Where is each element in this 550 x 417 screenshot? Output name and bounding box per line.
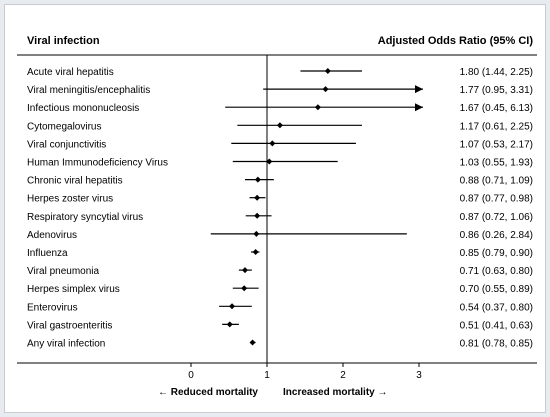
row-ci-text: 0.85 (0.79, 0.90) (460, 248, 533, 259)
row-ci-text: 0.54 (0.37, 0.80) (460, 302, 533, 313)
row-ci-text: 0.70 (0.55, 0.89) (460, 284, 533, 295)
row-label: Enterovirus (27, 302, 78, 313)
forest-row: Cytomegalovirus 1.17 (0.61, 2.25) (27, 121, 533, 132)
row-label: Viral conjunctivitis (27, 139, 106, 150)
row-label: Respiratory syncytial virus (27, 212, 143, 223)
point-estimate (229, 303, 236, 310)
point-estimate (241, 267, 248, 274)
forest-row: Adenovirus 0.86 (0.26, 2.84) (27, 230, 533, 241)
row-ci-text: 1.03 (0.55, 1.93) (460, 158, 533, 169)
row-label: Herpes simplex virus (27, 284, 120, 295)
ci-arrow (415, 103, 423, 112)
forest-row: Human Immunodeficiency Virus 1.03 (0.55, … (27, 158, 533, 169)
forest-row: Enterovirus 0.54 (0.37, 0.80) (27, 302, 533, 313)
forest-row: Viral pneumonia 0.71 (0.63, 0.80) (27, 266, 533, 277)
forest-row: Viral conjunctivitis 1.07 (0.53, 2.17) (27, 139, 533, 150)
forest-row: Acute viral hepatitis 1.80 (1.44, 2.25) (27, 67, 533, 78)
x-ticks-group: 0 1 2 3 (188, 363, 422, 381)
forest-row: Viral gastroenteritis 0.51 (0.41, 0.63) (27, 320, 533, 331)
x-tick-label: 2 (340, 370, 346, 381)
forest-row: Viral meningitis/encephalitis 1.77 (0.95,… (27, 85, 533, 96)
forest-row: Infectious mononucleosis 1.67 (0.45, 6.13… (27, 103, 533, 114)
row-ci-text: 0.87 (0.77, 0.98) (460, 194, 533, 205)
point-estimate (254, 176, 261, 183)
forest-row: Respiratory syncytial virus 0.87 (0.72, 1… (27, 212, 533, 223)
direction-left: ← Reduced mortality (158, 387, 258, 398)
x-tick-label: 3 (416, 370, 422, 381)
row-label: Any viral infection (27, 339, 105, 350)
row-label: Human Immunodeficiency Virus (27, 158, 168, 169)
rows-group: Acute viral hepatitis 1.80 (1.44, 2.25) Vi… (27, 67, 533, 350)
point-estimate (324, 68, 331, 74)
row-ci-text: 0.71 (0.63, 0.80) (460, 266, 533, 277)
forest-row: Any viral infection 0.81 (0.78, 0.85) (27, 339, 533, 350)
x-tick-label: 1 (264, 370, 270, 381)
row-label: Chronic viral hepatitis (27, 176, 123, 187)
row-ci-text: 1.77 (0.95, 3.31) (460, 85, 533, 96)
ci-arrow (415, 85, 423, 94)
row-label: Cytomegalovirus (27, 121, 101, 132)
row-label: Adenovirus (27, 230, 77, 241)
point-estimate (252, 249, 259, 255)
row-ci-text: 0.81 (0.78, 0.85) (460, 339, 533, 350)
header-left: Viral infection (27, 35, 100, 47)
row-label: Acute viral hepatitis (27, 67, 114, 78)
point-estimate (269, 140, 276, 147)
point-estimate (254, 212, 261, 219)
row-ci-text: 0.86 (0.26, 2.84) (460, 230, 533, 241)
point-estimate (266, 158, 273, 165)
row-label: Viral gastroenteritis (27, 320, 112, 331)
forest-row: Herpes simplex virus 0.70 (0.55, 0.89) (27, 284, 533, 295)
point-estimate (226, 321, 233, 328)
row-label: Infectious mononucleosis (27, 103, 139, 114)
point-estimate (322, 86, 329, 93)
point-estimate (241, 285, 248, 292)
header-right: Adjusted Odds Ratio (95% CI) (378, 35, 534, 47)
point-estimate (314, 104, 321, 111)
point-estimate (249, 339, 256, 346)
row-label: Influenza (27, 248, 68, 259)
forest-plot: Viral infection Adjusted Odds Ratio (95%… (17, 35, 537, 398)
row-ci-text: 0.51 (0.41, 0.63) (460, 320, 533, 331)
point-estimate (253, 230, 260, 237)
direction-right: Increased mortality → (283, 387, 387, 398)
row-ci-text: 1.17 (0.61, 2.25) (460, 121, 533, 132)
row-ci-text: 1.80 (1.44, 2.25) (460, 67, 533, 78)
forest-plot-panel: Viral infection Adjusted Odds Ratio (95%… (4, 4, 546, 413)
row-label: Viral pneumonia (27, 266, 100, 277)
forest-row: Chronic viral hepatitis 0.88 (0.71, 1.09) (27, 176, 533, 187)
forest-row: Herpes zoster virus 0.87 (0.77, 0.98) (27, 194, 533, 205)
row-ci-text: 1.07 (0.53, 2.17) (460, 139, 533, 150)
row-label: Viral meningitis/encephalitis (27, 85, 150, 96)
row-ci-text: 0.88 (0.71, 1.09) (460, 176, 533, 187)
row-label: Herpes zoster virus (27, 194, 113, 205)
forest-row: Influenza 0.85 (0.79, 0.90) (27, 248, 533, 259)
point-estimate (254, 194, 261, 201)
x-tick-label: 0 (188, 370, 194, 381)
row-ci-text: 0.87 (0.72, 1.06) (460, 212, 533, 223)
row-ci-text: 1.67 (0.45, 6.13) (460, 103, 533, 114)
point-estimate (276, 122, 283, 129)
